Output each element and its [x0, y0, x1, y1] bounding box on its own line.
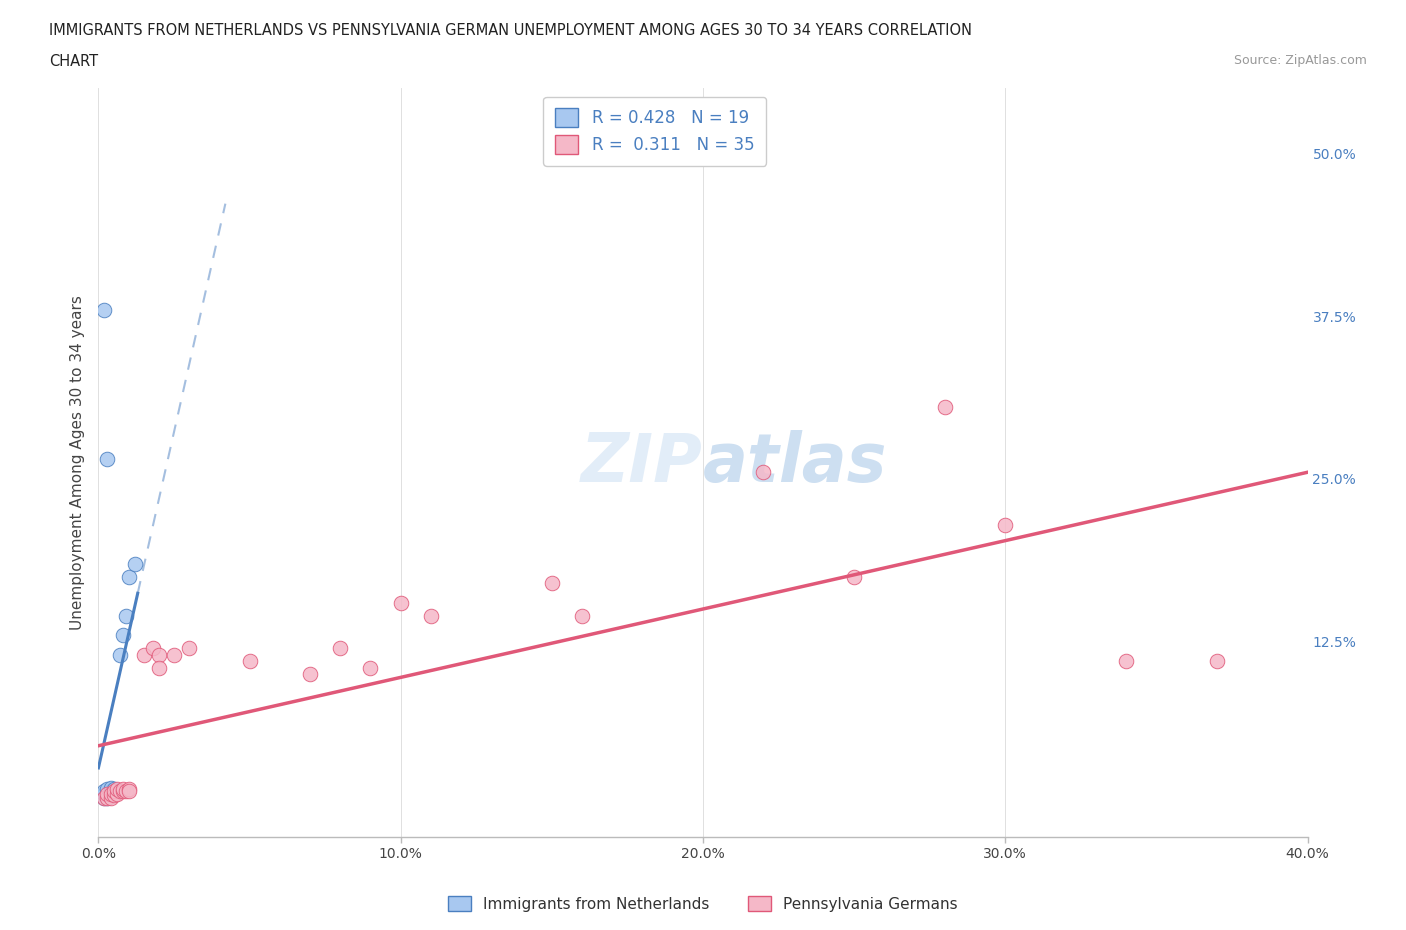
Point [103, 787, 125, 802]
Point [93, 790, 115, 805]
Point [163, 647, 186, 662]
Point [389, 595, 412, 610]
Point [239, 654, 262, 669]
Point [96, 787, 118, 802]
Point [132, 647, 155, 662]
Legend: R = 0.428   N = 19, R =  0.311   N = 35: R = 0.428 N = 19, R = 0.311 N = 35 [543, 97, 766, 166]
Point [148, 660, 170, 675]
Point [96, 790, 118, 805]
Point [844, 569, 866, 584]
Point [299, 667, 322, 682]
Point [100, 787, 122, 802]
Point [93, 784, 115, 799]
Point [108, 784, 131, 799]
Point [103, 788, 125, 803]
Point [105, 787, 128, 802]
Point [420, 608, 443, 623]
Point [179, 641, 201, 656]
Point [752, 465, 775, 480]
Point [93, 302, 115, 317]
Text: IMMIGRANTS FROM NETHERLANDS VS PENNSYLVANIA GERMAN UNEMPLOYMENT AMONG AGES 30 TO: IMMIGRANTS FROM NETHERLANDS VS PENNSYLVA… [49, 23, 972, 38]
Point [540, 576, 562, 591]
Point [1206, 654, 1229, 669]
Point [571, 608, 593, 623]
Point [994, 517, 1017, 532]
Point [93, 790, 115, 805]
Point [105, 784, 128, 799]
Point [934, 400, 956, 415]
Point [93, 787, 115, 802]
Point [118, 784, 141, 799]
Legend: Immigrants from Netherlands, Pennsylvania Germans: Immigrants from Netherlands, Pennsylvani… [441, 889, 965, 918]
Point [103, 784, 125, 799]
Point [329, 641, 352, 656]
Point [103, 781, 125, 796]
Point [100, 780, 122, 795]
Point [142, 641, 165, 656]
Text: Source: ZipAtlas.com: Source: ZipAtlas.com [1233, 54, 1367, 67]
Point [100, 788, 122, 803]
Point [96, 790, 118, 805]
Point [108, 647, 131, 662]
Y-axis label: Unemployment Among Ages 30 to 34 years: Unemployment Among Ages 30 to 34 years [69, 295, 84, 631]
Point [96, 452, 118, 467]
Point [111, 784, 134, 799]
Point [148, 647, 170, 662]
Point [105, 781, 128, 796]
Point [124, 556, 146, 571]
Text: CHART: CHART [49, 54, 98, 69]
Point [100, 784, 122, 799]
Point [100, 790, 122, 805]
Point [114, 784, 136, 799]
Point [1115, 654, 1137, 669]
Point [360, 660, 382, 675]
Point [111, 781, 134, 796]
Point [114, 608, 136, 623]
Text: atlas: atlas [703, 430, 887, 496]
Point [96, 781, 118, 796]
Point [118, 781, 141, 796]
Text: ZIP: ZIP [581, 430, 703, 496]
Point [96, 787, 118, 802]
Point [111, 628, 134, 643]
Point [118, 569, 141, 584]
